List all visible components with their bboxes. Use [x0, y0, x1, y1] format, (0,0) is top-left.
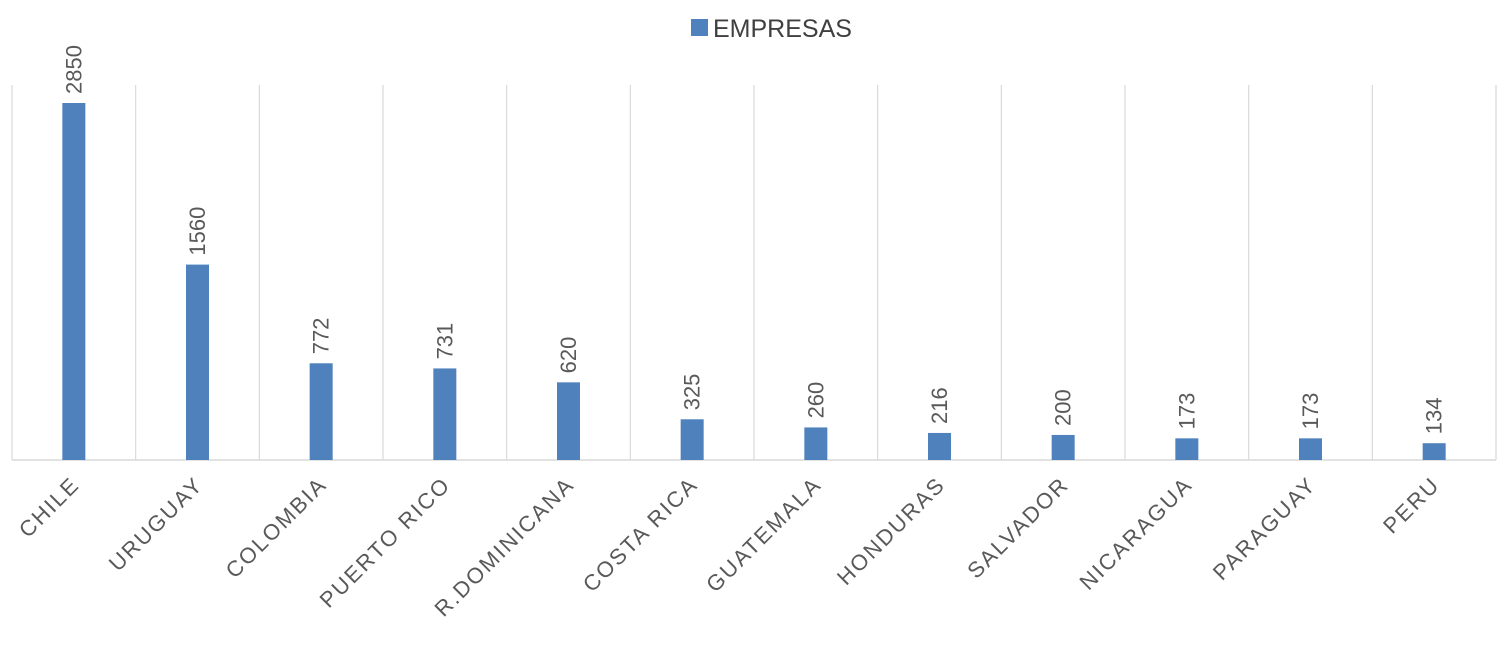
data-label: 216	[927, 387, 952, 424]
bar-colombia	[309, 363, 333, 460]
bar-costa-rica	[680, 419, 704, 460]
data-label: 2850	[61, 45, 86, 94]
bar-salvador	[1051, 434, 1075, 460]
bar-peru	[1422, 443, 1446, 460]
data-label: 200	[1051, 389, 1076, 426]
category-label: COSTA RICA	[578, 472, 703, 597]
category-label: PUERTO RICO	[315, 472, 456, 613]
legend: EMPRESAS	[691, 15, 852, 43]
bar-nicaragua	[1175, 438, 1199, 460]
legend-label: EMPRESAS	[713, 15, 852, 43]
bars	[62, 103, 1446, 460]
data-label: 173	[1174, 393, 1199, 430]
category-label: COLOMBIA	[221, 472, 332, 583]
category-label: URUGUAY	[104, 472, 208, 576]
data-label: 1560	[185, 207, 210, 256]
bar-puerto-rico	[433, 368, 457, 460]
category-label: HONDURAS	[832, 472, 950, 590]
bar-guatemala	[804, 427, 828, 460]
data-label: 173	[1298, 393, 1323, 430]
gridlines	[11, 85, 1497, 460]
bar-chile	[62, 103, 86, 460]
category-label: GUATEMALA	[701, 472, 826, 597]
bar-paraguay	[1299, 438, 1322, 460]
data-label: 134	[1422, 397, 1447, 434]
bar-honduras	[928, 432, 951, 460]
category-label: NICARAGUA	[1074, 472, 1197, 595]
data-label: 620	[556, 337, 581, 374]
category-label: CHILE	[14, 472, 85, 543]
data-label: 772	[309, 318, 334, 355]
legend-swatch	[691, 19, 708, 36]
category-label: SALVADOR	[962, 472, 1073, 583]
data-labels: 2850 1560 772 731 620 325 260 216 200 173 173 134	[61, 45, 1446, 434]
data-label: 731	[432, 323, 457, 360]
bar-r-dominicana	[557, 382, 580, 460]
category-label: PERU	[1378, 472, 1445, 539]
category-label: PARAGUAY	[1208, 472, 1321, 585]
data-label: 325	[680, 374, 705, 411]
data-label: 260	[803, 382, 828, 419]
bar-uruguay	[186, 264, 209, 460]
category-label: R.DOMINICANA	[429, 472, 579, 622]
